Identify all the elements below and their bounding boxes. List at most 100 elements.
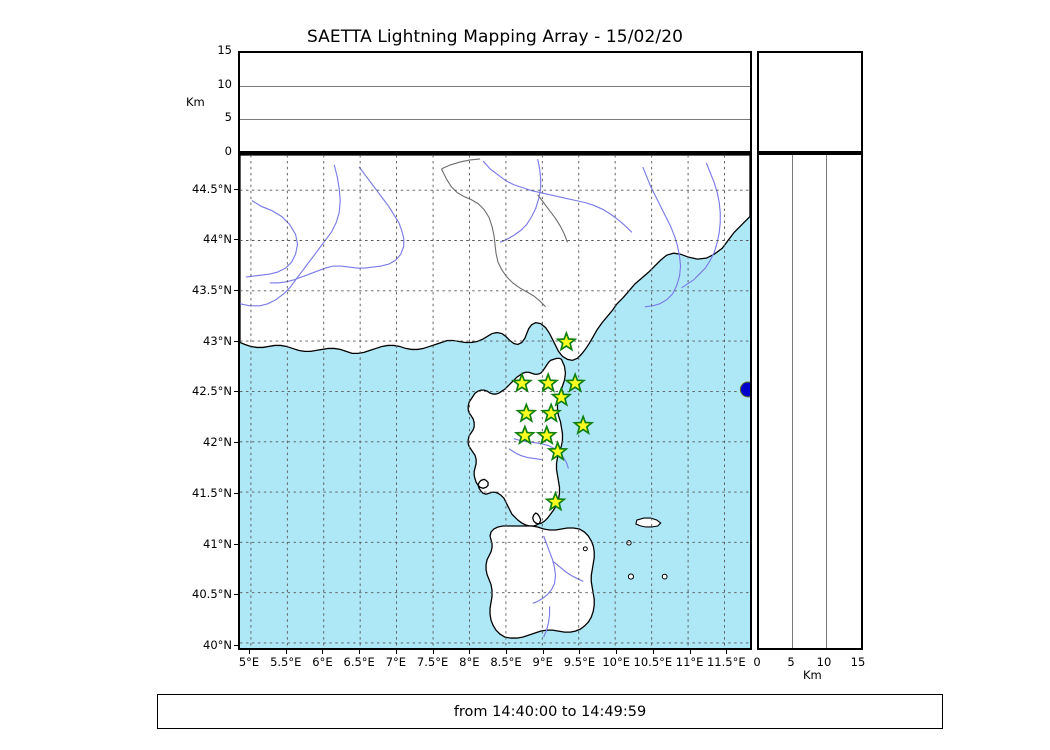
tickmark-lon bbox=[506, 650, 507, 654]
lightning-sources-layer[interactable] bbox=[739, 381, 750, 398]
lma-station-marker[interactable] bbox=[513, 424, 536, 446]
tick-lat-44: 44°N bbox=[203, 232, 232, 247]
gridline-right-10km bbox=[826, 155, 827, 648]
tick-lat-44-5: 44.5°N bbox=[192, 181, 232, 196]
borders-group bbox=[440, 158, 568, 308]
tick-right-5: 5 bbox=[787, 655, 795, 669]
tick-lon-5-5: 5.5°E bbox=[270, 655, 302, 669]
river-golo bbox=[513, 438, 569, 469]
river-saone bbox=[240, 164, 341, 307]
coastline-elba bbox=[635, 517, 662, 528]
tickmark-lon bbox=[726, 650, 728, 654]
river-durance bbox=[269, 166, 405, 284]
lma-stations-layer[interactable] bbox=[511, 330, 595, 512]
tickmark-lon bbox=[249, 650, 250, 654]
tick-lon-9: 9°E bbox=[532, 655, 553, 669]
tick-right-10: 10 bbox=[816, 655, 832, 669]
panel-latitude-vs-height[interactable] bbox=[757, 153, 863, 650]
tickmark-lat bbox=[234, 442, 238, 444]
tickmark-lat bbox=[234, 492, 238, 494]
lma-station-marker[interactable] bbox=[544, 490, 567, 512]
islet-gorgona bbox=[582, 546, 588, 552]
tickmark-lon bbox=[469, 650, 471, 654]
tick-lon-6-5: 6.5°E bbox=[343, 655, 375, 669]
tick-right-0: 0 bbox=[753, 655, 761, 669]
lma-station-marker[interactable] bbox=[550, 385, 573, 407]
lma-station-marker[interactable] bbox=[572, 414, 595, 435]
coastline-corsica bbox=[467, 357, 567, 527]
map-panel[interactable] bbox=[238, 153, 752, 650]
gridline-5km bbox=[240, 119, 750, 120]
tickmark-lon bbox=[652, 650, 654, 654]
river-coghinas bbox=[543, 606, 551, 638]
tickmark-lat bbox=[234, 289, 238, 291]
map-gridlines bbox=[240, 155, 750, 648]
tick-lat-42-5: 42.5°N bbox=[192, 384, 232, 399]
lma-station-marker[interactable] bbox=[546, 440, 569, 462]
tickmark-lat bbox=[234, 340, 238, 342]
tick-lat-42: 42°N bbox=[203, 435, 232, 450]
gridline-right-5km bbox=[792, 155, 793, 648]
tickmark-lat bbox=[234, 594, 238, 596]
tick-lon-6: 6°E bbox=[312, 655, 333, 669]
tickmark-lon bbox=[579, 650, 581, 654]
panel-height-vs-longitude[interactable] bbox=[238, 51, 752, 153]
tickmark-lon bbox=[285, 650, 287, 654]
tick-top-10: 10 bbox=[217, 77, 232, 91]
tick-lon-10-5: 10.5°E bbox=[633, 655, 673, 669]
tick-lon-8-5: 8.5°E bbox=[490, 655, 522, 669]
lma-station-marker[interactable] bbox=[555, 330, 578, 352]
tickmark-lat bbox=[234, 543, 238, 545]
tickmark-lon bbox=[616, 650, 618, 654]
panel-corner[interactable] bbox=[757, 51, 863, 153]
page-title: SAETTA Lightning Mapping Array - 15/02/2… bbox=[306, 27, 684, 47]
lightning-source-marker[interactable] bbox=[739, 381, 750, 398]
tickmark-lat bbox=[234, 391, 238, 393]
tick-lat-40: 40°N bbox=[203, 637, 232, 652]
lma-station-marker[interactable] bbox=[515, 402, 538, 423]
gridline-10km bbox=[240, 86, 750, 87]
tickmark-lon bbox=[542, 650, 544, 654]
tick-lon-11: 11°E bbox=[675, 655, 704, 669]
border-france-switzerland bbox=[441, 158, 481, 170]
islet-pianosa bbox=[627, 573, 635, 580]
tickmark-lat bbox=[234, 239, 238, 241]
tick-top-5: 5 bbox=[224, 110, 232, 124]
axis-label-km-top: Km bbox=[186, 95, 205, 109]
status-bar[interactable]: from 14:40:00 to 14:49:59 bbox=[157, 694, 943, 729]
river-tirso bbox=[532, 535, 557, 604]
tickmark-lon bbox=[432, 650, 434, 654]
tick-lat-40-5: 40.5°N bbox=[192, 587, 232, 602]
tick-lat-43-5: 43.5°N bbox=[192, 282, 232, 297]
tick-lon-9-5: 9.5°E bbox=[563, 655, 596, 669]
tickmark-lat bbox=[234, 188, 238, 190]
river-tiber bbox=[681, 162, 721, 289]
river-ticino bbox=[499, 158, 542, 243]
tickmark-lat bbox=[234, 644, 238, 646]
tick-lon-11-5: 11.5°E bbox=[706, 655, 746, 669]
tick-top-0: 0 bbox=[224, 144, 232, 158]
lma-station-marker[interactable] bbox=[535, 424, 558, 446]
tick-top-15: 15 bbox=[217, 43, 232, 57]
river-arno bbox=[642, 166, 682, 308]
lma-station-marker[interactable] bbox=[564, 371, 587, 393]
coastline-sardinia bbox=[485, 525, 595, 639]
lma-station-marker[interactable] bbox=[540, 402, 563, 423]
rivers-group bbox=[240, 158, 721, 638]
axis-label-km-right: Km bbox=[803, 668, 822, 682]
tick-lon-7: 7°E bbox=[385, 655, 407, 669]
coastline-continental-europe bbox=[240, 155, 750, 362]
lma-station-marker[interactable] bbox=[537, 371, 560, 393]
tick-lon-5: 5°E bbox=[238, 655, 260, 669]
tickmark-lon bbox=[322, 650, 324, 654]
tick-lon-7-5: 7.5°E bbox=[416, 655, 449, 669]
tick-right-15: 15 bbox=[850, 655, 866, 669]
lma-station-marker[interactable] bbox=[511, 371, 533, 393]
river-rhone bbox=[245, 200, 299, 278]
river-tavignano bbox=[508, 448, 542, 461]
tick-lat-41-5: 41.5°N bbox=[192, 485, 232, 500]
map-canvas[interactable] bbox=[240, 155, 750, 648]
border-italy-regions bbox=[537, 194, 568, 243]
tick-lon-8: 8°E bbox=[459, 655, 480, 669]
